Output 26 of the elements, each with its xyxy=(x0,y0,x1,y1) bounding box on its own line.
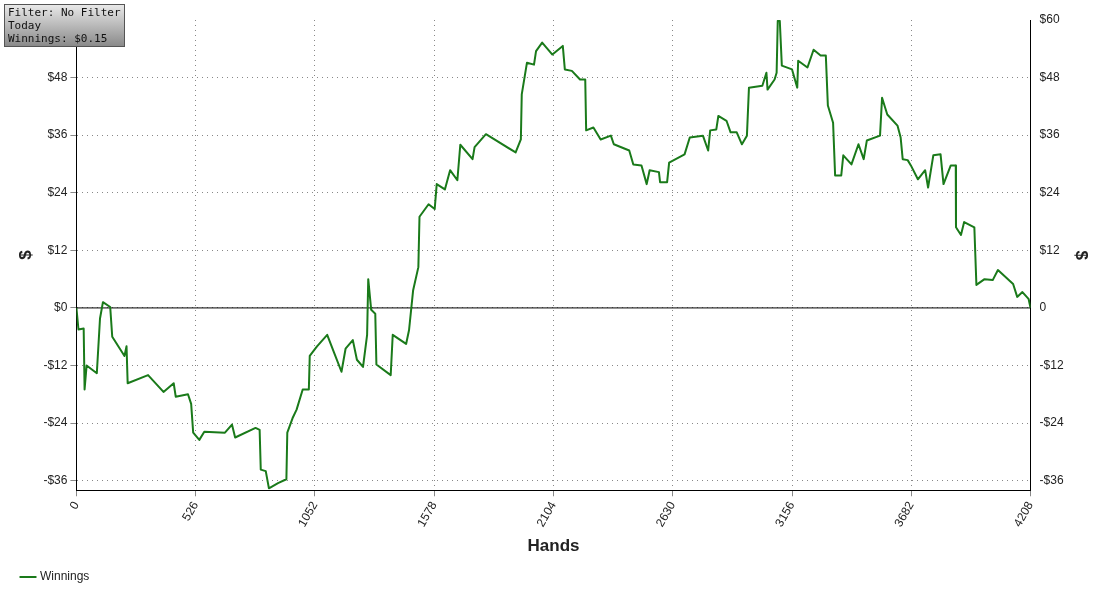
text: Today xyxy=(8,19,43,32)
y2-tick-label: $36 xyxy=(1039,127,1060,142)
y-axis-title: $ xyxy=(15,249,35,260)
y2-tick-label: -$36 xyxy=(1039,473,1064,487)
y-tick-label: $24 xyxy=(47,185,68,200)
y2-tick-label: $48 xyxy=(1039,69,1060,84)
y2-tick-label: $24 xyxy=(1039,185,1060,200)
y2-tick-label: $12 xyxy=(1039,242,1060,257)
y-tick-label: -$36 xyxy=(43,473,68,487)
y2-tick-label: $60 xyxy=(1039,12,1060,27)
x-axis-title: Hands xyxy=(527,536,580,556)
y-tick-label: $12 xyxy=(47,242,68,257)
y-tick-label: $48 xyxy=(47,69,68,84)
y-tick-label: $36 xyxy=(47,127,68,142)
y-tick-label: -$12 xyxy=(43,357,68,372)
x-tick-label: 526 xyxy=(179,498,202,524)
text: Filter: No Filter xyxy=(8,6,121,19)
annotation: Winnings: $0.15 xyxy=(8,32,109,45)
x-tick-label: 0 xyxy=(66,498,83,512)
y2-tick-label: -$12 xyxy=(1039,357,1064,372)
y-tick-label: -$24 xyxy=(43,415,68,430)
y2-axis-title: $ xyxy=(1072,250,1092,261)
y2-tick-label: 0 xyxy=(1039,300,1047,315)
y-tick-label: $0 xyxy=(54,300,68,315)
y2-tick-label: -$24 xyxy=(1039,415,1064,430)
legend-label: Winnings xyxy=(40,569,90,584)
